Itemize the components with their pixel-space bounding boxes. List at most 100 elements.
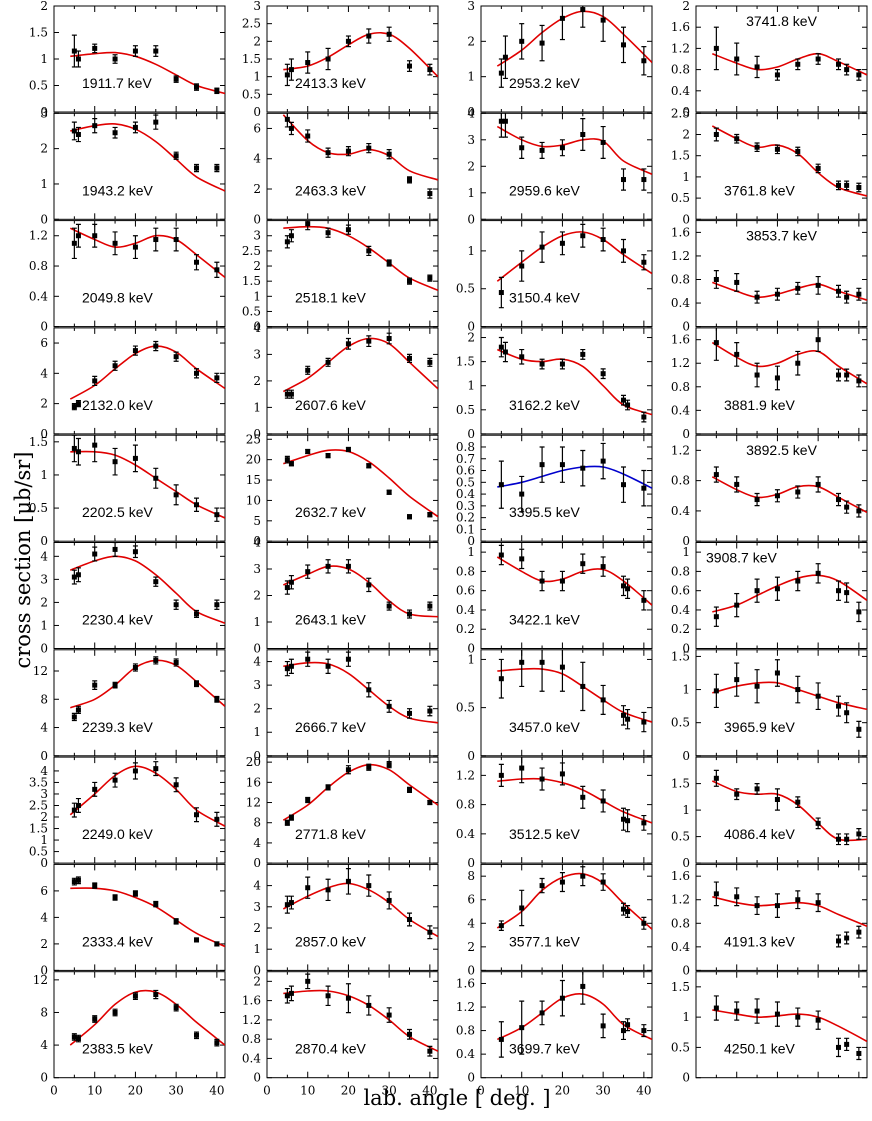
y-tick-label: 0.2 xyxy=(456,622,475,636)
data-point xyxy=(112,894,118,901)
y-tick-label: 1 xyxy=(40,177,48,191)
data-marker xyxy=(754,588,760,594)
data-marker xyxy=(559,879,565,885)
data-point xyxy=(366,682,372,698)
data-marker xyxy=(173,237,179,243)
data-point xyxy=(815,163,821,174)
data-marker xyxy=(641,719,647,725)
data-point xyxy=(795,146,801,157)
data-point xyxy=(75,50,81,68)
x-tick-label: 30 xyxy=(382,1084,397,1098)
data-point xyxy=(305,973,311,990)
data-point xyxy=(713,769,719,787)
data-marker xyxy=(305,449,311,455)
y-tick-label: 1 xyxy=(40,468,48,482)
data-marker xyxy=(427,359,433,365)
data-marker xyxy=(539,40,545,46)
data-marker xyxy=(539,462,545,468)
y-tick-label: 5 xyxy=(253,514,261,528)
data-point xyxy=(214,372,220,384)
data-marker xyxy=(600,139,606,145)
data-point xyxy=(856,374,862,388)
data-marker xyxy=(407,917,412,923)
data-point xyxy=(539,24,545,62)
y-tick-label: 0.8 xyxy=(456,564,475,578)
data-point xyxy=(836,580,841,601)
y-tick-label: 0 xyxy=(253,963,261,977)
data-point xyxy=(559,649,565,692)
panel-frame xyxy=(53,971,226,1079)
y-tick-label: 0 xyxy=(40,642,48,656)
data-marker xyxy=(844,710,850,716)
data-marker xyxy=(407,177,412,183)
data-marker xyxy=(407,63,412,69)
y-tick-label: 2 xyxy=(253,921,261,935)
data-marker xyxy=(734,677,740,683)
y-tick-label: 1.5 xyxy=(456,355,475,369)
data-point xyxy=(132,444,138,473)
y-tick-label: 0.5 xyxy=(456,403,475,417)
panel-frame xyxy=(480,649,653,757)
data-marker xyxy=(427,800,433,806)
data-marker xyxy=(153,657,159,663)
data-marker xyxy=(625,402,631,408)
y-tick-label: 0.4 xyxy=(242,1051,261,1065)
data-marker xyxy=(713,1005,719,1011)
data-point xyxy=(600,556,606,577)
data-marker xyxy=(621,397,626,403)
y-tick-label: 8 xyxy=(253,816,261,830)
data-marker xyxy=(856,609,862,615)
y-tick-label: 1 xyxy=(467,70,475,84)
data-point xyxy=(844,180,850,191)
panel-frame xyxy=(480,327,653,435)
energy-label: 2666.7 keV xyxy=(295,719,366,735)
data-marker xyxy=(214,941,220,947)
data-marker xyxy=(734,56,740,62)
panel-2632.7-kev: 0 5 10 15 20 25 2632.7 keV xyxy=(246,432,439,548)
data-marker xyxy=(173,660,179,666)
data-point xyxy=(734,788,740,801)
data-marker xyxy=(366,145,372,151)
data-point xyxy=(214,163,220,173)
data-point xyxy=(502,341,508,363)
data-point xyxy=(621,466,626,503)
y-tick-label: 2 xyxy=(40,397,48,411)
data-point xyxy=(112,542,118,557)
data-point xyxy=(774,287,780,301)
data-marker xyxy=(325,453,331,459)
data-marker xyxy=(75,572,81,578)
data-marker xyxy=(345,767,351,773)
data-marker xyxy=(713,132,719,137)
data-marker xyxy=(754,372,760,378)
y-tick-label: 0.4 xyxy=(29,289,48,303)
data-point xyxy=(407,514,412,520)
data-marker xyxy=(288,391,294,397)
y-tick-label: 0 xyxy=(467,856,475,870)
data-marker xyxy=(132,549,138,555)
y-tick-label: 0 xyxy=(467,212,475,226)
panel-frame xyxy=(695,649,868,757)
panel-3965.9-kev: 0 0.5 1 1.5 3965.9 keV xyxy=(671,649,868,763)
data-point xyxy=(559,231,565,256)
data-point xyxy=(112,1008,118,1017)
data-point xyxy=(641,469,647,507)
data-marker xyxy=(502,54,508,60)
data-marker xyxy=(836,497,841,503)
data-point xyxy=(539,231,545,263)
y-tick-label: 6 xyxy=(40,884,48,898)
data-point xyxy=(519,649,525,688)
fit-curve xyxy=(282,114,438,181)
y-tick-label: 20 xyxy=(246,453,261,467)
data-point xyxy=(621,705,626,726)
data-point xyxy=(132,762,138,780)
y-tick-label: 4 xyxy=(40,764,48,778)
data-marker xyxy=(112,459,118,465)
fit-curve xyxy=(69,227,225,279)
data-point xyxy=(641,411,647,423)
data-marker xyxy=(754,786,760,792)
data-marker xyxy=(856,726,862,732)
fit-curve xyxy=(711,476,867,514)
panel-frame xyxy=(695,542,868,649)
data-marker xyxy=(305,656,311,662)
